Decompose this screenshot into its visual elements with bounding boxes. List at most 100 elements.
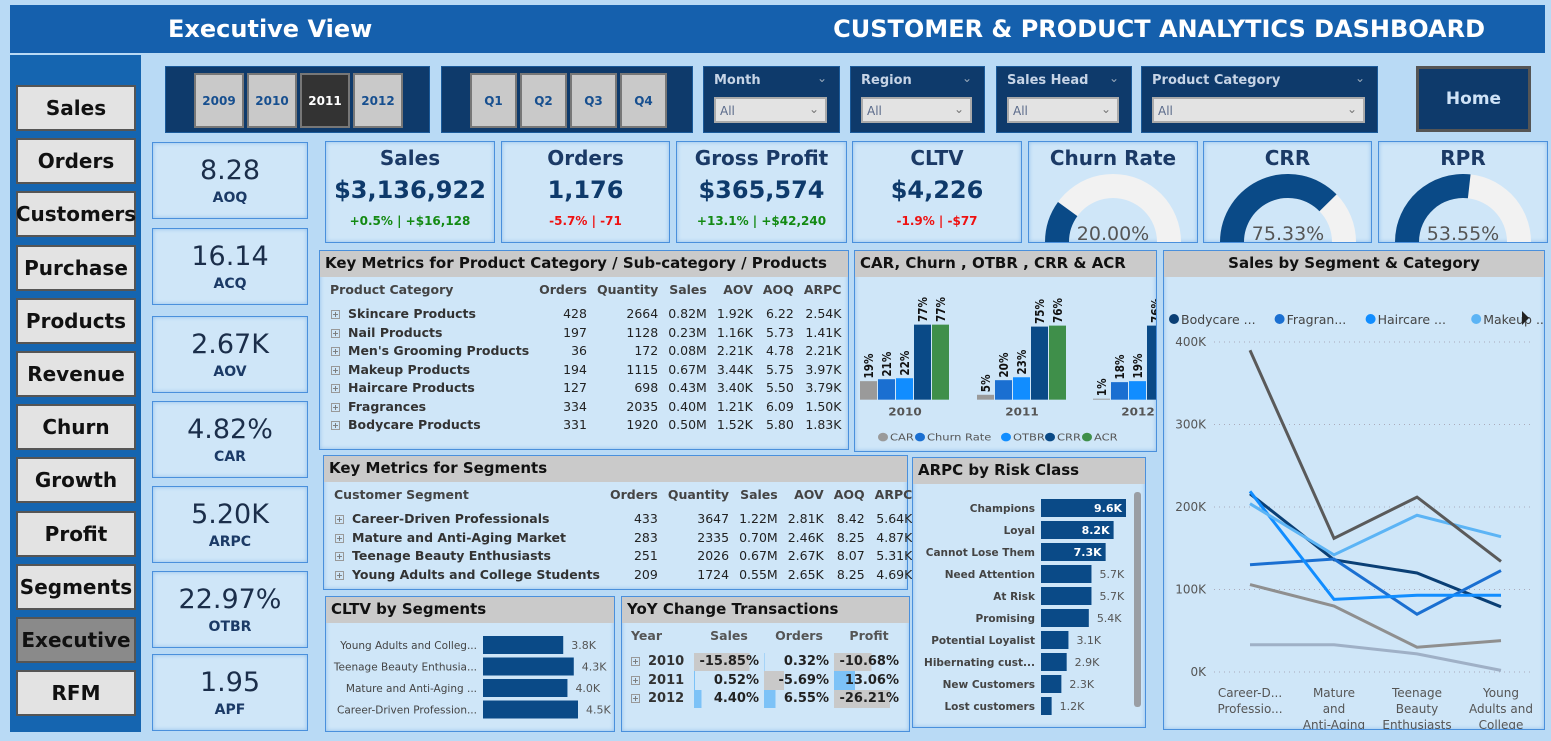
series-line-2[interactable] xyxy=(1248,490,1501,601)
expand-icon[interactable]: + xyxy=(335,552,344,562)
bar-otbr-2010[interactable] xyxy=(896,378,913,400)
series-line-3[interactable] xyxy=(1249,502,1502,557)
nav-profit-button[interactable]: Profit xyxy=(16,510,136,557)
column-header[interactable]: Quantity xyxy=(596,281,659,297)
nav-purchase-button[interactable]: Purchase xyxy=(16,244,136,291)
expand-icon[interactable]: + xyxy=(331,384,340,394)
expand-icon[interactable]: + xyxy=(331,402,340,412)
quarter-Q4-button[interactable]: Q4 xyxy=(620,73,667,128)
column-header[interactable]: Product Category xyxy=(330,281,454,297)
bar-0[interactable] xyxy=(483,636,564,654)
quarter-Q3-button[interactable]: Q3 xyxy=(570,73,617,128)
expand-icon[interactable]: + xyxy=(331,347,340,357)
nav-sales-button[interactable]: Sales xyxy=(16,85,136,131)
year-2010-button[interactable]: 2010 xyxy=(247,73,297,128)
bar-otbr-2011[interactable] xyxy=(1013,377,1030,400)
nav-churn-button[interactable]: Churn xyxy=(16,404,136,451)
expand-icon[interactable]: + xyxy=(335,570,344,580)
slicer-dropdown[interactable]: All ⌄ xyxy=(1007,97,1119,123)
bar-4[interactable] xyxy=(1041,587,1092,605)
series-line-1[interactable] xyxy=(1249,557,1502,616)
expand-icon[interactable]: + xyxy=(631,657,640,667)
bar-1[interactable] xyxy=(1041,521,1114,539)
column-header[interactable]: Orders xyxy=(539,281,587,297)
nav-rfm-button[interactable]: RFM xyxy=(16,670,136,717)
bar-acr-2010[interactable] xyxy=(932,324,949,400)
column-header[interactable]: ARPC xyxy=(874,486,913,502)
bar-3[interactable] xyxy=(483,700,578,719)
chevron-down-icon[interactable]: ⌄ xyxy=(1354,71,1365,85)
legend-next-arrow-icon[interactable] xyxy=(1522,311,1529,325)
bar-2[interactable] xyxy=(1041,543,1106,561)
column-header[interactable]: Year xyxy=(631,627,662,643)
nav-orders-button[interactable]: Orders xyxy=(16,138,136,185)
nav-products-button[interactable]: Products xyxy=(16,297,136,344)
nav-customers-button[interactable]: Customers xyxy=(16,191,136,238)
column-header[interactable]: Profit xyxy=(849,627,889,643)
scrollbar[interactable] xyxy=(1134,492,1141,707)
expand-icon[interactable]: + xyxy=(335,533,344,543)
expand-icon[interactable]: + xyxy=(631,675,640,685)
bar-9[interactable] xyxy=(1041,697,1052,715)
home-button[interactable]: Home xyxy=(1416,66,1531,132)
slicer-dropdown[interactable]: All ⌄ xyxy=(861,97,972,123)
series-line-0[interactable] xyxy=(1249,492,1502,609)
expand-icon[interactable]: + xyxy=(331,310,340,320)
year-2012-button[interactable]: 2012 xyxy=(353,73,403,128)
kpi-value: $4,226 xyxy=(890,176,984,204)
series-line-6[interactable] xyxy=(1250,643,1502,672)
chevron-down-icon[interactable]: ⌄ xyxy=(961,71,972,85)
bar-2[interactable] xyxy=(483,679,568,697)
nav-segments-button[interactable]: Segments xyxy=(16,563,136,610)
chevron-down-icon[interactable]: ⌄ xyxy=(1108,71,1119,85)
slicer-dropdown[interactable]: All ⌄ xyxy=(714,97,827,123)
expand-icon[interactable]: + xyxy=(331,328,340,338)
quarter-Q1-button[interactable]: Q1 xyxy=(470,73,517,128)
column-header[interactable]: AOQ xyxy=(762,281,794,297)
bar-car-2010[interactable] xyxy=(860,381,877,400)
column-header[interactable]: ARPC xyxy=(803,281,842,297)
bar-6[interactable] xyxy=(1041,631,1069,649)
bar-otbr-2012[interactable] xyxy=(1129,381,1146,400)
expand-icon[interactable]: + xyxy=(331,421,340,431)
quarter-Q2-button[interactable]: Q2 xyxy=(520,73,567,128)
bar-0[interactable] xyxy=(1041,499,1126,517)
bar-crr-2011[interactable] xyxy=(1031,326,1048,400)
column-header[interactable]: AOV xyxy=(723,281,753,297)
column-header[interactable]: Customer Segment xyxy=(334,486,469,502)
bar-7[interactable] xyxy=(1041,653,1067,671)
expand-icon[interactable]: + xyxy=(631,694,640,704)
chevron-down-icon[interactable]: ⌄ xyxy=(816,71,827,85)
bar-8[interactable] xyxy=(1041,675,1062,693)
series-line-4[interactable] xyxy=(1248,349,1502,563)
column-header[interactable]: Sales xyxy=(710,627,748,643)
nav-executive-button[interactable]: Executive xyxy=(16,617,136,663)
bar-churn-rate-2011[interactable] xyxy=(995,380,1012,400)
year-2011-button[interactable]: 2011 xyxy=(300,73,350,128)
expand-icon[interactable]: + xyxy=(335,515,344,525)
column-header[interactable]: AOV xyxy=(794,486,824,502)
column-header[interactable]: Orders xyxy=(610,486,658,502)
bar-acr-2011[interactable] xyxy=(1049,325,1066,400)
column-header[interactable]: Sales xyxy=(669,281,707,297)
year-2009-button[interactable]: 2009 xyxy=(194,73,244,128)
bar-3[interactable] xyxy=(1041,565,1092,583)
bar-crr-2012[interactable] xyxy=(1147,325,1164,400)
bar-5[interactable] xyxy=(1041,609,1089,627)
nav-revenue-button[interactable]: Revenue xyxy=(16,351,136,397)
bar-churn-rate-2010[interactable] xyxy=(878,379,895,400)
category-label: Mature and Anti-Aging ... xyxy=(346,683,477,695)
slicer-dropdown[interactable]: All ⌄ xyxy=(1152,97,1365,123)
column-header[interactable]: AOQ xyxy=(833,486,865,502)
column-header[interactable]: Sales xyxy=(740,486,778,502)
bar-1[interactable] xyxy=(483,657,574,676)
column-header[interactable]: Orders xyxy=(775,627,823,643)
series-line-5[interactable] xyxy=(1249,583,1502,649)
column-header[interactable]: Quantity xyxy=(667,486,730,502)
bar-crr-2010[interactable] xyxy=(914,324,931,400)
expand-icon[interactable]: + xyxy=(331,365,340,375)
bar-car-2012[interactable] xyxy=(1093,398,1110,400)
bar-car-2011[interactable] xyxy=(977,394,994,400)
bar-churn-rate-2012[interactable] xyxy=(1111,382,1128,400)
nav-growth-button[interactable]: Growth xyxy=(16,457,136,504)
